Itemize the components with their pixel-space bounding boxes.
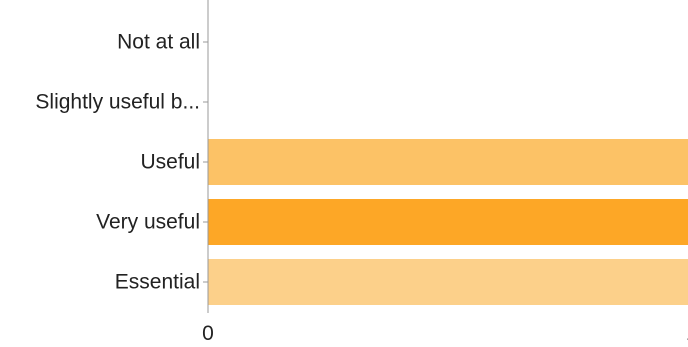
x-tick-label: 0 <box>202 322 214 345</box>
bar[interactable] <box>208 259 688 305</box>
category-label: Slightly useful b... <box>35 91 200 114</box>
x-tick-label: 1 <box>686 322 688 345</box>
bar[interactable] <box>208 199 688 245</box>
category-label: Very useful <box>96 211 200 234</box>
category-label: Essential <box>115 271 200 294</box>
bars <box>208 139 688 305</box>
category-labels: Not at all Slightly useful b... Useful Very… <box>35 31 208 294</box>
category-label: Useful <box>140 151 200 174</box>
x-axis-ticks: 01 <box>202 322 688 345</box>
category-label: Not at all <box>117 31 200 54</box>
bar[interactable] <box>208 139 688 185</box>
